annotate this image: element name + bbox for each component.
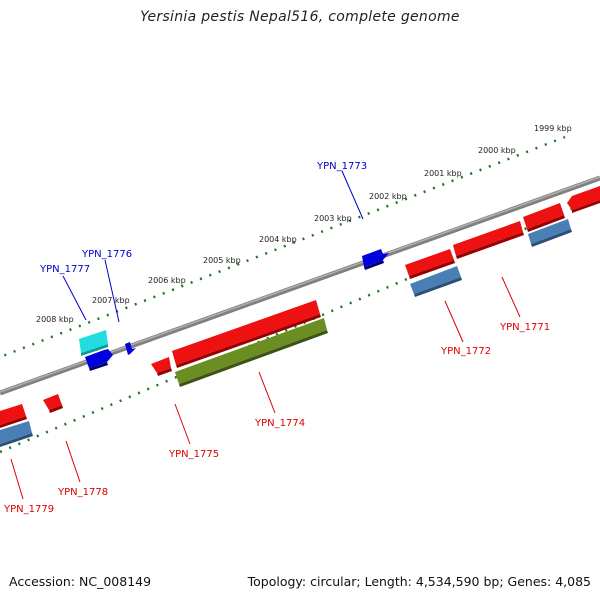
gene-label-ypn-1774[interactable]: YPN_1774 (254, 418, 305, 429)
gene-label-ypn-1777[interactable]: YPN_1777 (39, 264, 90, 275)
gene-red-left[interactable] (0, 404, 27, 428)
gene-red-far-right[interactable] (567, 186, 600, 213)
gene-ypn-1776-feature[interactable] (125, 342, 136, 355)
tick-labels: 1999 kbp 2000 kbp 2001 kbp 2002 kbp 2003… (36, 124, 572, 324)
gene-label-ypn-1771[interactable]: YPN_1771 (499, 322, 550, 333)
tick-label-2004: 2004 kbp (259, 235, 297, 244)
tick-label-2005: 2005 kbp (203, 256, 241, 265)
gene-ypn-1777-feature-b[interactable] (85, 349, 113, 371)
tick-label-2000: 2000 kbp (478, 146, 516, 155)
gene-ypn-1778-feature[interactable] (43, 394, 63, 413)
gene-ypn-1779-feature[interactable] (0, 421, 33, 447)
tick-label-2003: 2003 kbp (314, 214, 352, 223)
gene-ypn-1774-feature[interactable] (175, 318, 328, 387)
outer-tick-ring (0, 135, 566, 359)
map-title: Yersinia pestis Nepal516, complete genom… (140, 9, 460, 25)
gene-red-long[interactable] (172, 300, 321, 368)
genome-summary: Topology: circular; Length: 4,534,590 bp… (247, 574, 591, 589)
tick-label-2002: 2002 kbp (369, 192, 407, 201)
gene-ypn-1771-feature[interactable] (528, 219, 572, 247)
gene-ypn-1775-feature[interactable] (151, 357, 172, 376)
gene-ypn-1772-feature[interactable] (410, 266, 462, 297)
gene-ypn-1777-feature-a[interactable] (79, 330, 108, 356)
gene-label-ypn-1772[interactable]: YPN_1772 (440, 346, 491, 357)
tick-label-1999: 1999 kbp (534, 124, 572, 133)
tick-label-2001: 2001 kbp (424, 169, 462, 178)
tick-label-2008: 2008 kbp (36, 315, 74, 324)
leader-lines (10, 170, 521, 500)
gene-ypn-1773-feature[interactable] (362, 249, 389, 270)
gene-red-1[interactable] (523, 203, 565, 232)
reverse-strand-genes (0, 186, 600, 447)
forward-strand-genes (79, 249, 389, 371)
gene-label-ypn-1779[interactable]: YPN_1779 (3, 504, 54, 515)
gene-label-ypn-1776[interactable]: YPN_1776 (81, 249, 132, 260)
accession-label: Accession: NC_008149 (9, 574, 152, 589)
gene-label-ypn-1775[interactable]: YPN_1775 (168, 449, 219, 460)
tick-label-2006: 2006 kbp (148, 276, 186, 285)
gene-label-ypn-1778[interactable]: YPN_1778 (57, 487, 108, 498)
gene-label-ypn-1773[interactable]: YPN_1773 (316, 161, 367, 172)
gene-labels: YPN_1773 YPN_1776 YPN_1777 YPN_1771 YPN_… (3, 161, 550, 515)
tick-label-2007: 2007 kbp (92, 296, 130, 305)
gene-red-3[interactable] (405, 249, 455, 279)
gene-red-2[interactable] (453, 221, 524, 259)
